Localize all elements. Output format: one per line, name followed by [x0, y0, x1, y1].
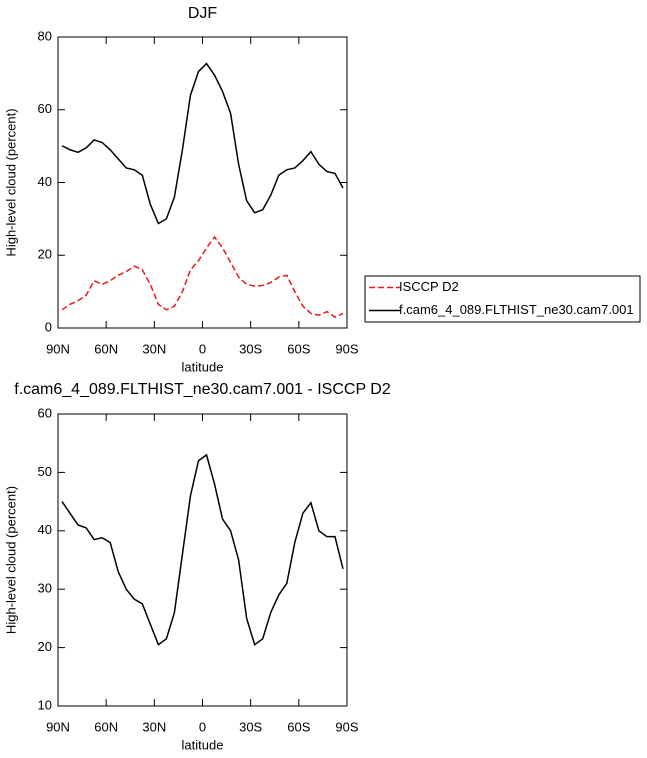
x-axis-label: latitude — [182, 737, 224, 752]
y-tick-label: 10 — [38, 697, 52, 712]
data-line — [61, 235, 344, 318]
y-tick-label: 20 — [38, 247, 52, 262]
x-axis-label: latitude — [182, 359, 224, 374]
x-tick-label: 60S — [287, 341, 310, 356]
y-tick-label: 50 — [38, 464, 52, 479]
y-axis-label: High-level cloud (percent) — [3, 486, 18, 634]
y-tick-label: 0 — [45, 319, 52, 334]
x-tick-label: 30S — [239, 719, 262, 734]
x-tick-label: 90N — [46, 719, 70, 734]
y-tick-label: 40 — [38, 522, 52, 537]
x-tick-label: 90N — [46, 341, 70, 356]
x-tick-label: 30S — [239, 341, 262, 356]
y-tick-label: 80 — [38, 28, 52, 43]
chart-title: DJF — [188, 5, 218, 22]
x-tick-label: 30N — [142, 341, 166, 356]
x-tick-label: 90S — [335, 341, 358, 356]
x-tick-label: 0 — [199, 719, 206, 734]
y-tick-label: 60 — [38, 405, 52, 420]
y-axis-label: High-level cloud (percent) — [3, 108, 18, 256]
x-tick-label: 60N — [94, 719, 118, 734]
data-line — [61, 453, 344, 646]
legend-label: ISCCP D2 — [399, 279, 459, 294]
legend-box — [364, 275, 641, 323]
x-tick-label: 60N — [94, 341, 118, 356]
x-tick-label: 90S — [335, 719, 358, 734]
x-tick-label: 30N — [142, 719, 166, 734]
chart-title: f.cam6_4_089.FLTHIST_ne30.cam7.001 - ISC… — [14, 381, 391, 398]
y-tick-label: 30 — [38, 581, 52, 596]
x-tick-label: 60S — [287, 719, 310, 734]
legend-label: f.cam6_4_089.FLTHIST_ne30.cam7.001 — [399, 302, 634, 317]
y-tick-label: 60 — [38, 101, 52, 116]
x-tick-label: 0 — [199, 341, 206, 356]
y-tick-label: 40 — [38, 174, 52, 189]
y-tick-label: 20 — [38, 639, 52, 654]
data-line — [61, 62, 344, 225]
plot-frame — [57, 36, 348, 329]
